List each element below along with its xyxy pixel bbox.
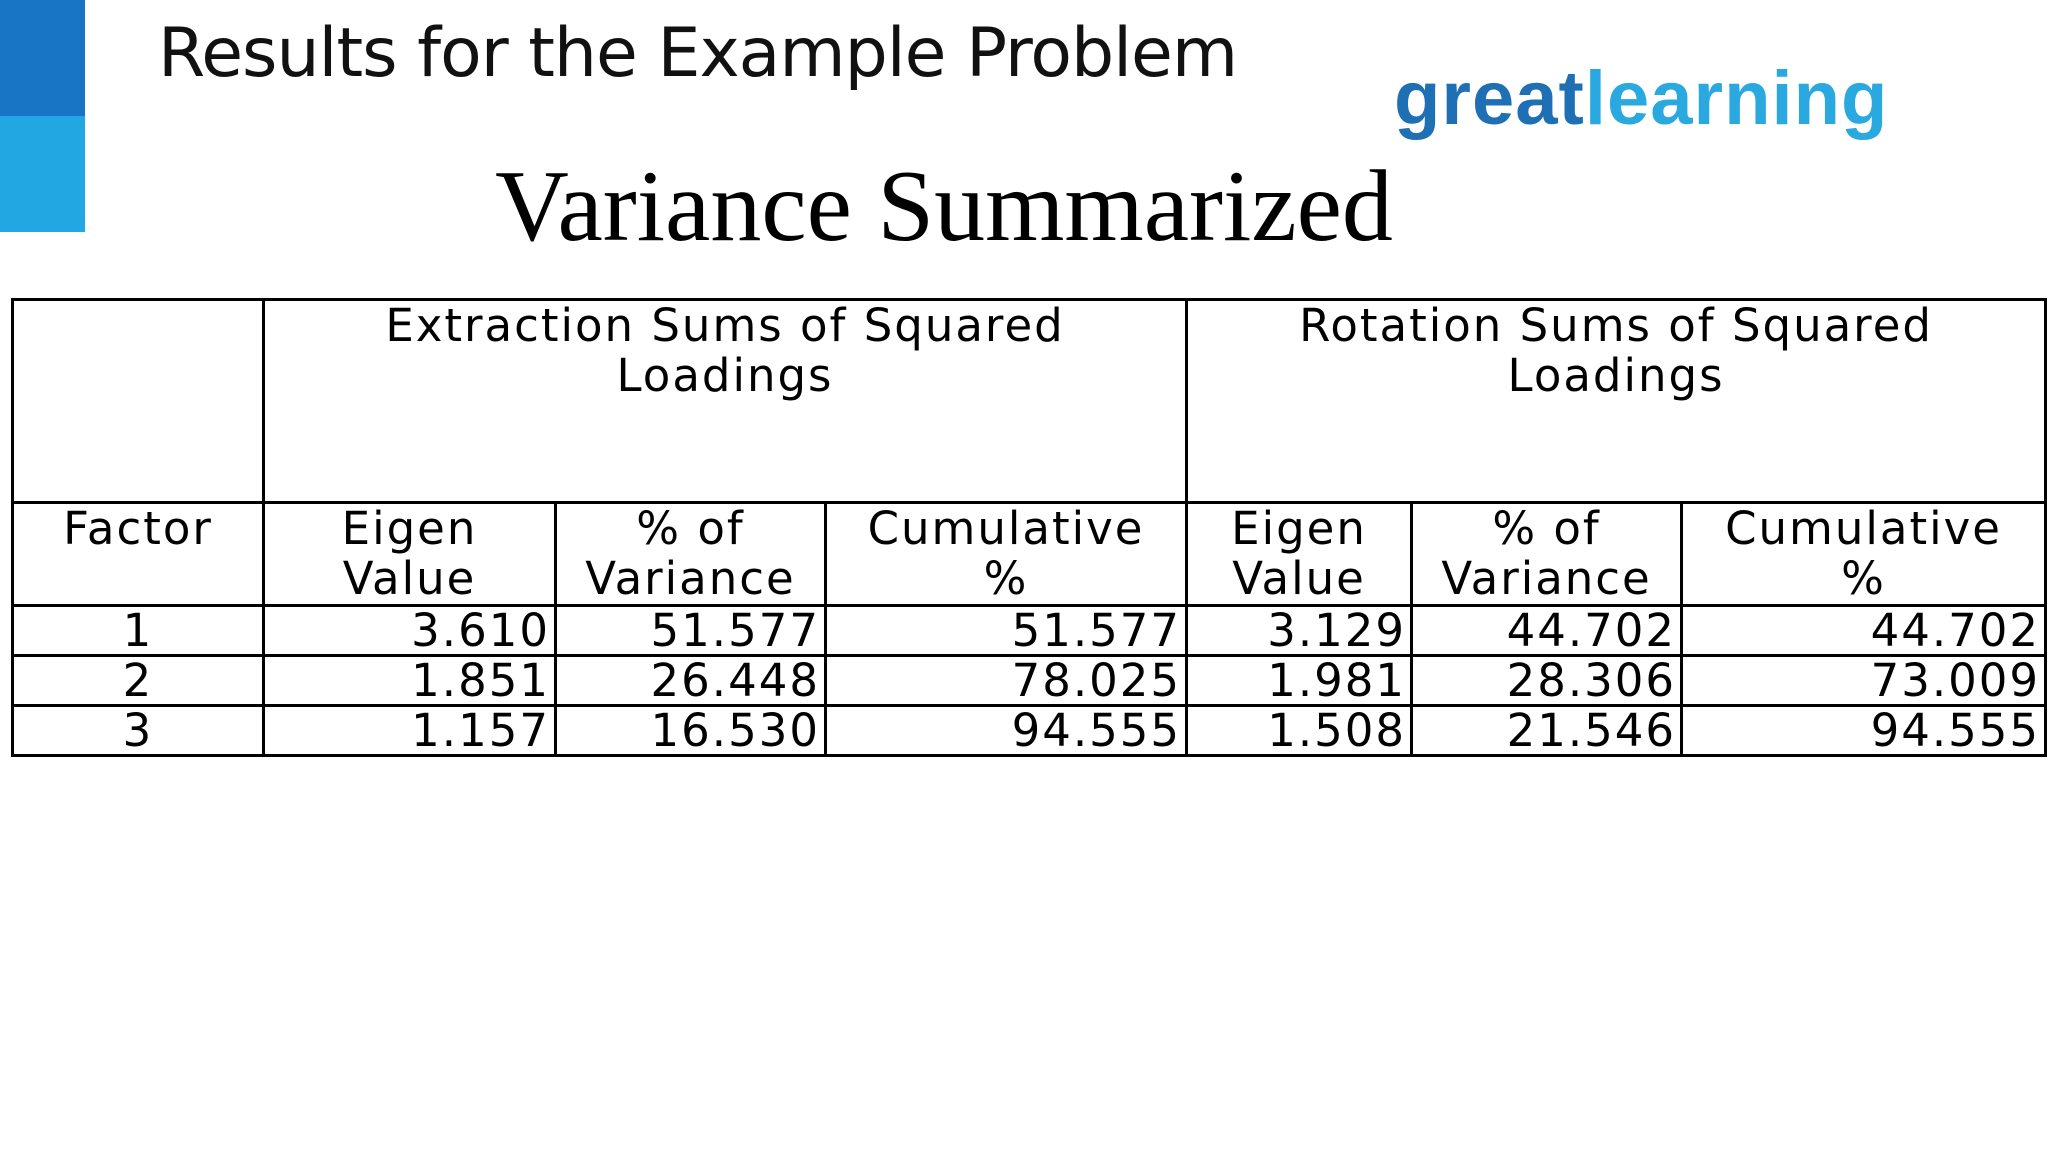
- column-header: % of Variance: [554, 501, 827, 607]
- column-header-line: Cumulative: [1725, 502, 2002, 555]
- column-header-line: % of: [636, 502, 745, 555]
- greatlearning-logo: greatlearning: [1392, 56, 1988, 166]
- extraction-group-header: Extraction Sums of Squared Loadings: [261, 298, 1189, 504]
- group-header-row: Extraction Sums of Squared Loadings Rota…: [11, 298, 2048, 504]
- svg-text:greatlearning: greatlearning: [1394, 56, 1888, 141]
- column-header: Factor: [11, 501, 265, 607]
- table-row: 2 1.851 26.448 78.025 1.981 28.306 73.00…: [11, 654, 2048, 707]
- column-header-line: Factor: [63, 502, 213, 555]
- table-cell: 3.129: [1185, 604, 1414, 657]
- column-header-line: Eigen: [341, 502, 478, 555]
- factor-cell: 1: [11, 604, 265, 657]
- column-header-line: Variance: [1441, 552, 1652, 605]
- column-header-line: %: [983, 552, 1029, 605]
- column-header-line: Value: [342, 552, 477, 605]
- table-cell: 3.610: [262, 604, 557, 657]
- empty-header-cell: [11, 298, 265, 504]
- table-cell: 44.702: [1410, 604, 1684, 657]
- table-cell: 94.555: [823, 704, 1189, 757]
- rotation-group-header: Rotation Sums of Squared Loadings: [1185, 298, 2048, 504]
- table-cell: 1.508: [1185, 704, 1414, 757]
- table-cell: 26.448: [554, 654, 827, 707]
- accent-bar-top: [0, 0, 85, 116]
- column-header: Cumulative%: [1680, 501, 2048, 607]
- column-header: Eigen Value: [1185, 501, 1414, 607]
- table-cell: 1.851: [262, 654, 557, 707]
- slide-title: Results for the Example Problem: [158, 14, 1238, 93]
- column-header-line: %: [1841, 552, 1886, 605]
- table-row: 1 3.610 51.577 51.577 3.129 44.702 44.70…: [11, 604, 2048, 657]
- table-cell: 44.702: [1680, 604, 2048, 657]
- column-header-line: Cumulative: [867, 502, 1145, 555]
- column-header: Cumulative%: [823, 501, 1189, 607]
- table-cell: 16.530: [554, 704, 827, 757]
- logo-text-great: great: [1394, 56, 1585, 141]
- table-cell: 1.157: [262, 704, 557, 757]
- table-row: 3 1.157 16.530 94.555 1.508 21.546 94.55…: [11, 704, 2048, 757]
- table-cell: 51.577: [823, 604, 1189, 657]
- factor-cell: 3: [11, 704, 265, 757]
- factor-cell: 2: [11, 654, 265, 707]
- column-header-line: % of: [1492, 502, 1601, 555]
- table-cell: 51.577: [554, 604, 827, 657]
- column-header-line: Variance: [585, 552, 796, 605]
- variance-table: Extraction Sums of Squared Loadings Rota…: [11, 298, 2048, 757]
- column-header: Eigen Value: [262, 501, 557, 607]
- column-header: % of Variance: [1410, 501, 1684, 607]
- section-heading: Variance Summarized: [495, 150, 1393, 263]
- column-header-line: Value: [1232, 552, 1366, 605]
- table-cell: 28.306: [1410, 654, 1684, 707]
- column-header-row: Factor Eigen Value % of Variance Cumulativ…: [11, 501, 2048, 607]
- table-cell: 78.025: [823, 654, 1189, 707]
- table-cell: 1.981: [1185, 654, 1414, 707]
- logo-text-learning: learning: [1585, 56, 1889, 141]
- accent-bar-bottom: [0, 116, 85, 232]
- table-cell: 94.555: [1680, 704, 2048, 757]
- column-header-line: Eigen: [1231, 502, 1367, 555]
- table-cell: 73.009: [1680, 654, 2048, 707]
- table-cell: 21.546: [1410, 704, 1684, 757]
